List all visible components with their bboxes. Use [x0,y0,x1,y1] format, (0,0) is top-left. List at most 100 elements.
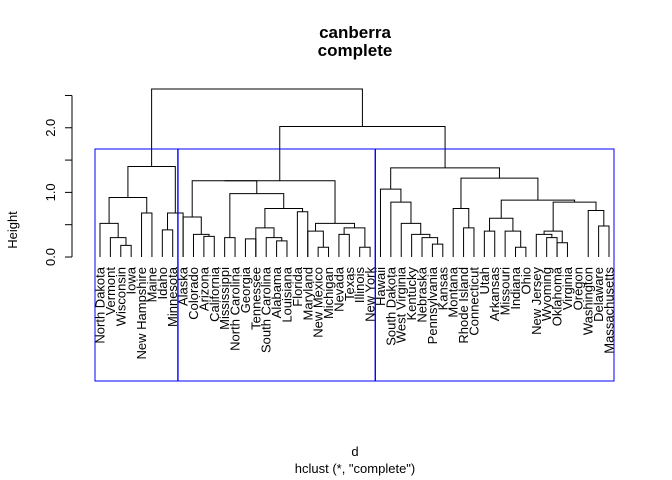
dendrogram-branch [307,230,324,257]
dendrogram-branch [191,180,258,217]
dendrogram-branch [203,235,215,257]
dendrogram-branch [192,233,210,257]
dendrogram-branch [556,242,568,257]
leaf-label: Colorado [186,267,201,320]
dendrogram-branch [452,208,470,257]
cluster-box [177,148,376,382]
leaf-label: Connecticut [466,267,481,336]
dendrogram-branch [500,199,576,219]
leaf-label: Minnesota [165,266,180,327]
dendrogram-branch [109,237,127,257]
leaf-label: Arkansas [487,267,502,322]
leaf-label: Hawaii [373,267,388,306]
dendrogram-branch [108,197,148,224]
dendrogram-branch [224,180,336,224]
dendrogram-branch [338,233,350,257]
leaf-label: West Virginia [394,266,409,343]
dendrogram-branches [99,88,610,257]
leaf-label: Iowa [124,266,139,294]
dendrogram-branch [546,237,558,257]
dendrogram-branch [463,227,475,257]
leaf-label: Wisconsin [113,267,128,326]
leaf-label: New York [363,267,378,322]
dendrogram-branch [182,216,202,257]
dendrogram-branch [390,201,412,257]
chart-title: canberra [319,23,391,42]
y-axis-label: Height [5,211,20,249]
dendrogram-branch [390,167,500,190]
leaf-label: Washington [581,267,596,335]
dendrogram-branch [317,246,330,257]
leaf-label: New Hampshire [134,267,149,359]
leaf-label: California [207,266,222,322]
leaf-label: Mississippi [217,267,232,330]
dendrogram-branch [587,209,605,257]
leaf-label: New Jersey [529,267,544,335]
leaf-label: Kentucky [404,267,419,321]
leaf-label: Virginia [560,266,575,310]
leaf-label: Massachusetts [602,267,617,354]
leaf-label: North Dakota [93,266,108,343]
dendrogram-branch [411,233,431,257]
leaf-label: Nevada [331,266,346,312]
dendrogram-branch [120,244,132,257]
chart-subtitle: complete [318,41,393,60]
leaf-label: Ohio [518,267,533,294]
x-axis-label: d [351,444,358,459]
dendrogram-branch [483,230,496,257]
dendrogram-branch [460,177,539,209]
dendrogram-branch [127,166,176,214]
leaf-label: New Mexico [311,267,326,338]
leaf-label: Tennessee [248,267,263,330]
leaf-label: North Carolina [228,266,243,351]
dendrogram-branch [598,225,610,257]
dendrogram-branch [167,212,184,257]
leaf-label: Montana [446,266,461,317]
dendrogram-branch [379,188,402,257]
leaf-label: Utah [477,267,492,294]
x-axis-sublabel: hclust (*, "complete") [295,461,416,476]
leaf-label: Georgia [238,266,253,313]
leaf-label: Alabama [269,266,284,318]
dendrogram-branch [400,222,422,257]
leaf-label: Kansas [435,267,450,311]
leaf-label: Idaho [155,267,170,300]
leaf-label: Alaska [176,266,191,306]
dendrogram-branch [276,240,288,257]
leaf-label: Arizona [196,266,211,311]
y-tick-label: 0.0 [43,248,58,266]
y-tick-label: 1.0 [43,183,58,201]
leaf-label: Delaware [591,267,606,322]
leaf-label: Florida [290,266,305,307]
dendrogram-branch [141,212,153,257]
leaf-label: Maine [144,267,159,302]
dendrogram-branch [99,222,119,257]
leaf-label: Pennsylvania [425,266,440,344]
dendrogram-branch [431,243,444,257]
dendrogram-branch [224,237,236,257]
dendrogram-branch [315,222,355,232]
dendrogram-branch [535,233,553,257]
dendrogram-branch [296,211,309,257]
dendrogram-branch [343,227,366,248]
leaf-label: Missouri [498,267,513,316]
dendrogram-branch [421,237,439,257]
leaf-label: Illinois [352,267,367,304]
leaf-label: Wyoming [539,267,554,321]
dendrogram-branch [359,246,371,257]
dendrogram-branch [229,193,285,238]
leaf-label: Indiana [508,266,523,309]
leaf-label: South Dakota [383,266,398,346]
leaf-label: Michigan [321,267,336,319]
leaf-label: Louisiana [279,266,294,322]
dendrogram-branch [151,88,363,167]
y-tick-label: 2.0 [43,119,58,137]
leaf-label: Texas [342,267,357,301]
leaf-label: Maryland [300,267,315,320]
leaf-label: South Carolina [259,266,274,353]
y-axis: 0.0 1.0 2.0 [43,94,73,266]
leaf-label: Rhode Island [456,267,471,344]
dendrogram-branch [504,230,522,257]
dendrogram-branch [552,201,597,232]
